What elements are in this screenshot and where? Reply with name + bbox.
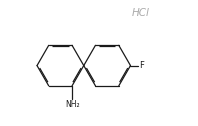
Text: F: F xyxy=(139,61,144,70)
Text: HCl: HCl xyxy=(132,8,149,18)
Text: NH₂: NH₂ xyxy=(65,100,79,109)
